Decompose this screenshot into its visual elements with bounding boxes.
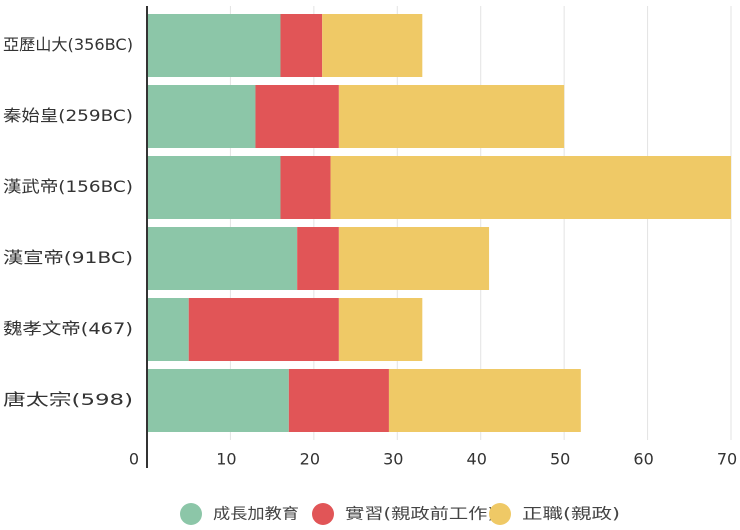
category-labels: 亞歷山大(356BC) 秦始皇(259BC) 漢武帝(156BC) 漢宣帝(91BC)… <box>3 35 133 409</box>
legend-label-1: 實習(親政前工作) <box>345 505 495 523</box>
bar-3-series-2 <box>338 227 490 290</box>
category-label-4: 魏孝文帝(467) <box>3 319 133 338</box>
category-label-3: 漢宣帝(91BC) <box>3 248 133 267</box>
x-tick-label-40: 40 <box>467 450 487 469</box>
legend-label-2: 正職(親政) <box>522 505 620 523</box>
bar-4-series-1 <box>188 298 339 361</box>
category-label-5: 唐太宗(598) <box>3 390 133 409</box>
bar-1-series-0 <box>147 85 256 148</box>
x-tick-label-60: 60 <box>633 450 653 469</box>
bar-3-series-0 <box>147 227 298 290</box>
bar-1-series-1 <box>255 85 339 148</box>
x-tick-label-50: 50 <box>550 450 570 469</box>
bar-0-series-0 <box>147 14 281 77</box>
x-tick-label-70: 70 <box>717 450 737 469</box>
bar-5-series-1 <box>288 369 389 432</box>
category-label-0: 亞歷山大(356BC) <box>3 35 133 54</box>
grid-lines <box>229 6 732 440</box>
x-tick-label-20: 20 <box>300 450 320 469</box>
legend-swatch-1 <box>312 503 334 525</box>
bar-5-series-2 <box>388 369 581 432</box>
bar-1-series-2 <box>338 85 565 148</box>
legend-swatch-2 <box>489 503 511 525</box>
x-tick-labels: 0 10 20 30 40 50 60 70 <box>129 450 737 469</box>
bar-2-series-0 <box>147 156 281 219</box>
legend-label-0: 成長加教育 <box>213 505 299 523</box>
category-label-2: 漢武帝(156BC) <box>3 177 133 196</box>
bars <box>147 14 731 432</box>
bar-4-series-0 <box>147 298 189 361</box>
bar-2-series-2 <box>330 156 731 219</box>
x-tick-label-10: 10 <box>216 450 236 469</box>
legend: 成長加教育 實習(親政前工作) 正職(親政) <box>180 503 620 525</box>
bar-5-series-0 <box>147 369 289 432</box>
category-label-1: 秦始皇(259BC) <box>3 106 133 125</box>
bar-0-series-2 <box>322 14 423 77</box>
legend-swatch-0 <box>180 503 202 525</box>
bar-2-series-1 <box>280 156 331 219</box>
x-tick-label-0: 0 <box>129 450 139 469</box>
x-tick-label-30: 30 <box>383 450 403 469</box>
bar-0-series-1 <box>280 14 323 77</box>
bar-4-series-2 <box>338 298 423 361</box>
bar-3-series-1 <box>297 227 339 290</box>
